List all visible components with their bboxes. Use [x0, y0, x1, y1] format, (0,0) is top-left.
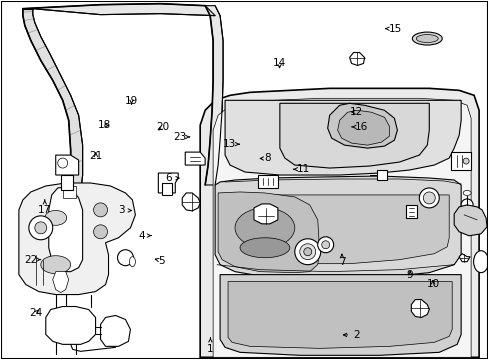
Polygon shape — [205, 6, 223, 185]
Text: 15: 15 — [385, 24, 401, 34]
Polygon shape — [213, 98, 470, 357]
Polygon shape — [224, 195, 448, 264]
Polygon shape — [450, 152, 470, 170]
Text: 21: 21 — [89, 150, 102, 161]
Polygon shape — [327, 103, 397, 148]
Ellipse shape — [415, 35, 437, 42]
Circle shape — [117, 250, 133, 266]
Polygon shape — [185, 152, 205, 165]
Polygon shape — [453, 205, 486, 236]
Circle shape — [58, 158, 67, 168]
Circle shape — [93, 203, 107, 217]
Circle shape — [321, 241, 329, 249]
Circle shape — [294, 239, 320, 265]
Text: 19: 19 — [124, 96, 138, 106]
Circle shape — [35, 222, 47, 234]
Text: 20: 20 — [156, 122, 169, 132]
Text: 24: 24 — [29, 308, 42, 318]
Text: 23: 23 — [173, 132, 189, 142]
Polygon shape — [227, 282, 451, 348]
Polygon shape — [410, 300, 428, 318]
Polygon shape — [349, 53, 364, 66]
Polygon shape — [279, 103, 428, 168]
Text: 9: 9 — [406, 270, 412, 280]
Circle shape — [303, 248, 311, 256]
Polygon shape — [46, 306, 95, 345]
Circle shape — [93, 225, 107, 239]
Ellipse shape — [41, 256, 71, 274]
Polygon shape — [62, 186, 76, 198]
Ellipse shape — [235, 208, 294, 248]
Ellipse shape — [129, 257, 135, 267]
Polygon shape — [220, 275, 460, 355]
Polygon shape — [253, 204, 277, 224]
Polygon shape — [377, 170, 386, 180]
Ellipse shape — [411, 32, 441, 45]
Text: 13: 13 — [223, 139, 239, 149]
Text: 11: 11 — [293, 164, 309, 174]
Text: 6: 6 — [165, 173, 179, 183]
Polygon shape — [182, 193, 200, 211]
Text: 7: 7 — [338, 255, 345, 267]
Text: 3: 3 — [118, 206, 131, 216]
Polygon shape — [458, 254, 469, 262]
Polygon shape — [162, 183, 172, 195]
Text: 18: 18 — [98, 121, 111, 130]
Text: 4: 4 — [139, 231, 151, 240]
Ellipse shape — [473, 251, 488, 273]
Circle shape — [460, 199, 472, 211]
Polygon shape — [19, 183, 135, 294]
Polygon shape — [218, 192, 319, 273]
Polygon shape — [224, 100, 460, 175]
Polygon shape — [200, 88, 478, 357]
Ellipse shape — [240, 238, 289, 258]
Text: 14: 14 — [272, 58, 285, 68]
Text: 12: 12 — [349, 107, 363, 117]
Text: 17: 17 — [38, 200, 51, 216]
Polygon shape — [101, 315, 130, 346]
Ellipse shape — [462, 190, 470, 195]
Polygon shape — [406, 205, 416, 218]
Text: 10: 10 — [426, 279, 439, 289]
Ellipse shape — [45, 210, 66, 225]
Circle shape — [462, 158, 468, 164]
Polygon shape — [215, 176, 460, 280]
Text: 5: 5 — [155, 256, 164, 266]
Text: 8: 8 — [260, 153, 271, 163]
Circle shape — [29, 216, 53, 240]
Polygon shape — [49, 187, 82, 272]
Text: 1: 1 — [206, 338, 213, 354]
Polygon shape — [258, 175, 277, 188]
Polygon shape — [56, 155, 79, 175]
Polygon shape — [61, 175, 73, 190]
Circle shape — [299, 244, 315, 260]
Polygon shape — [53, 272, 68, 293]
Polygon shape — [158, 173, 178, 193]
Text: 2: 2 — [343, 330, 359, 340]
Polygon shape — [23, 9, 82, 255]
Circle shape — [317, 237, 333, 253]
Circle shape — [419, 188, 438, 208]
Polygon shape — [337, 110, 388, 145]
Circle shape — [423, 192, 434, 204]
Text: 16: 16 — [351, 122, 367, 132]
Polygon shape — [23, 4, 215, 15]
Text: 22: 22 — [24, 255, 41, 265]
